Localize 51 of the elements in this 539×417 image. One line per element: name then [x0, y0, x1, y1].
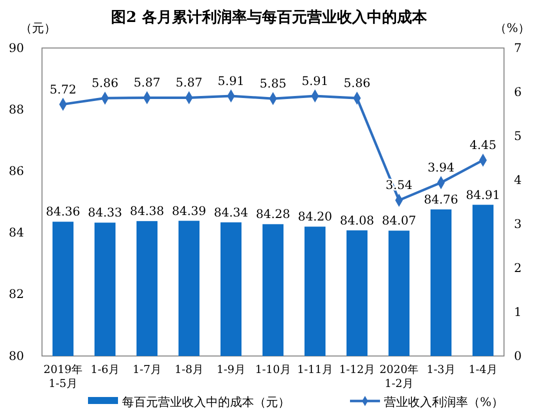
data-label: 3.94	[428, 160, 455, 175]
data-label: 84.39	[172, 204, 206, 218]
x-tick-label: 1-12月	[339, 363, 375, 376]
data-label: 5.91	[302, 74, 328, 88]
y-tick-label: 90	[8, 40, 24, 55]
y2-tick-label: 6	[514, 84, 522, 99]
y2-tick-label: 3	[514, 216, 522, 231]
data-label: 84.20	[298, 210, 332, 224]
data-label: 5.86	[92, 76, 118, 90]
y2-tick-label: 0	[514, 348, 522, 363]
data-label: 84.34	[214, 205, 249, 220]
y2-tick-label: 1	[514, 304, 522, 319]
data-label: 84.28	[256, 207, 290, 222]
data-label: 5.72	[50, 82, 76, 96]
x-tick-label: 1-6月	[90, 363, 120, 376]
y2-axis-title: （%）	[494, 21, 530, 35]
chart-title: 图2 各月累计利润率与每百元营业收入中的成本	[111, 8, 428, 26]
x-tick-label: 2020年 1-2月	[380, 363, 418, 390]
y-tick-label: 86	[8, 164, 24, 178]
y-tick-label: 80	[8, 348, 24, 363]
data-label: 84.07	[382, 214, 416, 228]
y-tick-label: 82	[8, 287, 24, 302]
x-tick-label: 2019年 1-5月	[44, 363, 82, 390]
y2-tick-label: 7	[514, 40, 522, 55]
y2-tick-label: 2	[514, 260, 522, 275]
y2-tick-label: 5	[514, 128, 522, 143]
x-tick-label: 1-10月	[255, 363, 291, 376]
data-label: 84.38	[130, 204, 164, 218]
y-tick-label: 84	[8, 226, 24, 240]
x-tick-label: 1-11月	[297, 363, 333, 376]
data-label: 4.45	[470, 138, 496, 152]
data-label: 84.36	[46, 204, 80, 219]
y-tick-label: 88	[8, 102, 24, 116]
data-label: 5.87	[134, 76, 160, 90]
data-label: 84.76	[424, 192, 458, 206]
legend-label: 每百元营业收入中的成本（元）	[122, 395, 290, 409]
data-label: 84.08	[340, 213, 374, 228]
data-label: 5.87	[176, 76, 202, 90]
data-label: 5.86	[344, 76, 370, 90]
legend-label: 营业收入利润率（%）	[384, 395, 504, 409]
data-label: 84.33	[88, 206, 122, 220]
x-tick-label: 1-9月	[216, 363, 246, 376]
data-label: 5.85	[260, 76, 286, 91]
y-axis-title: （元）	[20, 21, 56, 35]
x-tick-label: 1-3月	[426, 363, 456, 376]
y2-tick-label: 4	[514, 172, 522, 187]
x-tick-label: 1-8月	[174, 363, 204, 376]
x-tick-label: 1-7月	[132, 363, 162, 376]
data-label: 5.91	[218, 74, 244, 88]
data-label: 84.91	[466, 188, 500, 202]
x-tick-label: 1-4月	[468, 363, 498, 376]
